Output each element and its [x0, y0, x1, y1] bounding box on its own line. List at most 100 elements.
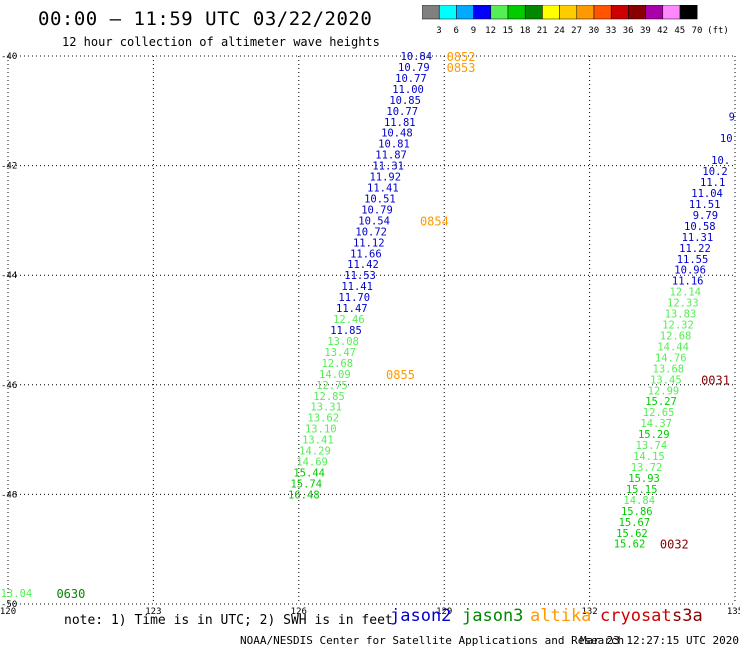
wave-height-point: 15.62 — [616, 528, 648, 540]
wave-height-point: 14.69 — [296, 457, 328, 469]
y-tick-label: -40 — [1, 52, 17, 62]
wave-height-point: 15.29 — [638, 429, 670, 441]
x-tick-label: 132 — [581, 607, 597, 617]
x-tick-label: 123 — [145, 607, 161, 617]
note-text: note: 1) Time is in UTC; 2) SWH is in fe… — [64, 613, 393, 628]
wave-height-point: 14.84 — [623, 495, 655, 507]
wave-height-point: 10.85 — [389, 95, 421, 107]
wave-height-point: 13.04 — [1, 588, 33, 600]
y-tick-label: -44 — [1, 271, 17, 281]
color-scale-legend: 3 6 9 12 15 18 21 24 27 30 33 36 39 42 45 70 (ft) — [422, 5, 729, 36]
time-label: 0630 — [56, 587, 85, 601]
wave-height-point: 12.33 — [667, 298, 699, 310]
footer-credit: NOAA/NESDIS Center for Satellite Applica… — [240, 634, 625, 647]
wave-height-point: 16.48 — [288, 489, 320, 501]
wave-height-point: 14.29 — [299, 446, 331, 458]
chart-subtitle: 12 hour collection of altimeter wave hei… — [62, 35, 380, 49]
wave-height-point: 13.41 — [302, 435, 334, 447]
wave-height-point: 9.79 — [693, 210, 718, 222]
wave-height-point: 11.66 — [350, 248, 382, 260]
wave-height-point: 11.81 — [384, 117, 416, 129]
legend-jason3: jason3 — [462, 606, 524, 626]
legend-altika: altika — [530, 606, 592, 626]
colorbar-label: 21 — [537, 26, 548, 36]
time-label: 0852 — [447, 50, 476, 64]
wave-height-point: 10.79 — [398, 62, 430, 74]
colorbar-label: 3 — [436, 26, 441, 36]
wave-height-point: 15.15 — [626, 484, 658, 496]
colorbar-label: 45 — [674, 26, 685, 36]
wave-height-point: 11.51 — [689, 199, 721, 211]
wave-height-point: 11.42 — [347, 259, 379, 271]
wave-height-point: 14.37 — [640, 418, 672, 430]
wave-height-point: 14.09 — [319, 369, 351, 381]
wave-height-point: 11.12 — [353, 237, 385, 249]
x-tick-label: 120 — [0, 607, 16, 617]
y-tick-label: -50 — [1, 600, 17, 610]
colorbar-label: 9 — [471, 26, 476, 36]
wave-height-point: 12.68 — [660, 330, 692, 342]
colorbar-label: 70 — [692, 26, 703, 36]
wave-height-point: 10.54 — [358, 215, 390, 227]
wave-height-point: 11.92 — [369, 172, 401, 184]
wave-height-point: 11.41 — [367, 183, 399, 195]
colorbar-label: 12 — [485, 26, 496, 36]
colorbar-label: 36 — [623, 26, 634, 36]
colorbar-label: 33 — [606, 26, 617, 36]
colorbar-swatch — [679, 5, 698, 20]
wave-height-point: 9 — [729, 111, 735, 123]
wave-height-point: 10.51 — [364, 193, 396, 205]
wave-height-point: 10.48 — [381, 128, 413, 140]
wave-height-point: 15.62 — [614, 539, 646, 551]
colorbar-label: 42 — [657, 26, 668, 36]
wave-height-point: 15.74 — [290, 478, 322, 490]
time-label: 0031 — [701, 373, 730, 387]
wave-height-point: 11.00 — [392, 84, 424, 96]
wave-height-point: 10.72 — [355, 226, 387, 238]
wave-height-point: 10.79 — [361, 204, 393, 216]
wave-height-point: 13.72 — [631, 462, 663, 474]
time-label: 0855 — [386, 368, 415, 382]
wave-height-point: 12.75 — [316, 380, 348, 392]
wave-height-point: 15.93 — [628, 473, 660, 485]
wave-height-point: 15.86 — [621, 506, 653, 518]
colorbar-label: 24 — [554, 26, 565, 36]
chart-title: 00:00 – 11:59 UTC 03/22/2020 — [38, 8, 373, 30]
colorbar-label: 15 — [502, 26, 513, 36]
colorbar-label: 30 — [588, 26, 599, 36]
wave-height-point: 11.87 — [375, 150, 407, 162]
legend-cryosat: cryosat — [600, 606, 672, 626]
wave-height-point: 11.31 — [682, 232, 714, 244]
wave-height-point: 12.65 — [643, 407, 675, 419]
wave-height-point: 13.62 — [307, 413, 339, 425]
wave-height-point: 10.96 — [674, 265, 706, 277]
colorbar-label: 27 — [571, 26, 582, 36]
wave-height-point: 11.22 — [679, 243, 711, 255]
time-label: 0854 — [420, 214, 449, 228]
y-tick-label: -42 — [1, 162, 17, 172]
wave-height-point: 11.85 — [330, 325, 362, 337]
wave-height-point: 11.1 — [700, 177, 725, 189]
wave-height-point: 11.53 — [344, 270, 376, 282]
wave-height-point: 11.04 — [691, 188, 723, 200]
wave-height-point: 12.85 — [313, 391, 345, 403]
wave-height-point: 10.81 — [378, 139, 410, 151]
wave-height-point: 13.10 — [305, 424, 337, 436]
wave-height-point: 12.99 — [648, 385, 680, 397]
colorbar-label: 39 — [640, 26, 651, 36]
wave-height-point: 13.83 — [665, 309, 697, 321]
wave-height-point: 11.41 — [341, 281, 373, 293]
wave-height-point: 12.68 — [321, 358, 353, 370]
wave-height-point: 15.44 — [293, 467, 325, 479]
wave-height-point: 10.84 — [400, 51, 432, 63]
wave-height-point: 11.16 — [672, 276, 704, 288]
colorbar-label: 6 — [453, 26, 458, 36]
wave-height-point: 11.31 — [372, 161, 404, 173]
wave-height-point: 13.31 — [310, 402, 342, 414]
wave-height-point: 10.2 — [702, 166, 727, 178]
time-label: 0853 — [447, 61, 476, 75]
colorbar-label: 18 — [520, 26, 531, 36]
wave-height-point: 10.77 — [395, 73, 427, 85]
wave-height-point: 10.58 — [684, 221, 716, 233]
y-tick-label: -46 — [1, 381, 17, 391]
